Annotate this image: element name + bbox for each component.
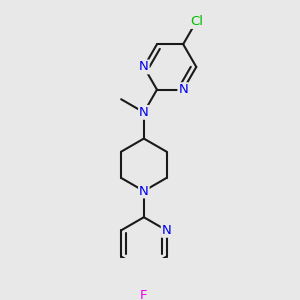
Text: N: N <box>139 184 149 197</box>
Text: N: N <box>139 60 149 74</box>
Text: N: N <box>178 83 188 96</box>
Text: N: N <box>162 224 171 237</box>
Text: Cl: Cl <box>190 15 203 28</box>
Text: F: F <box>140 290 148 300</box>
Text: N: N <box>139 106 149 119</box>
